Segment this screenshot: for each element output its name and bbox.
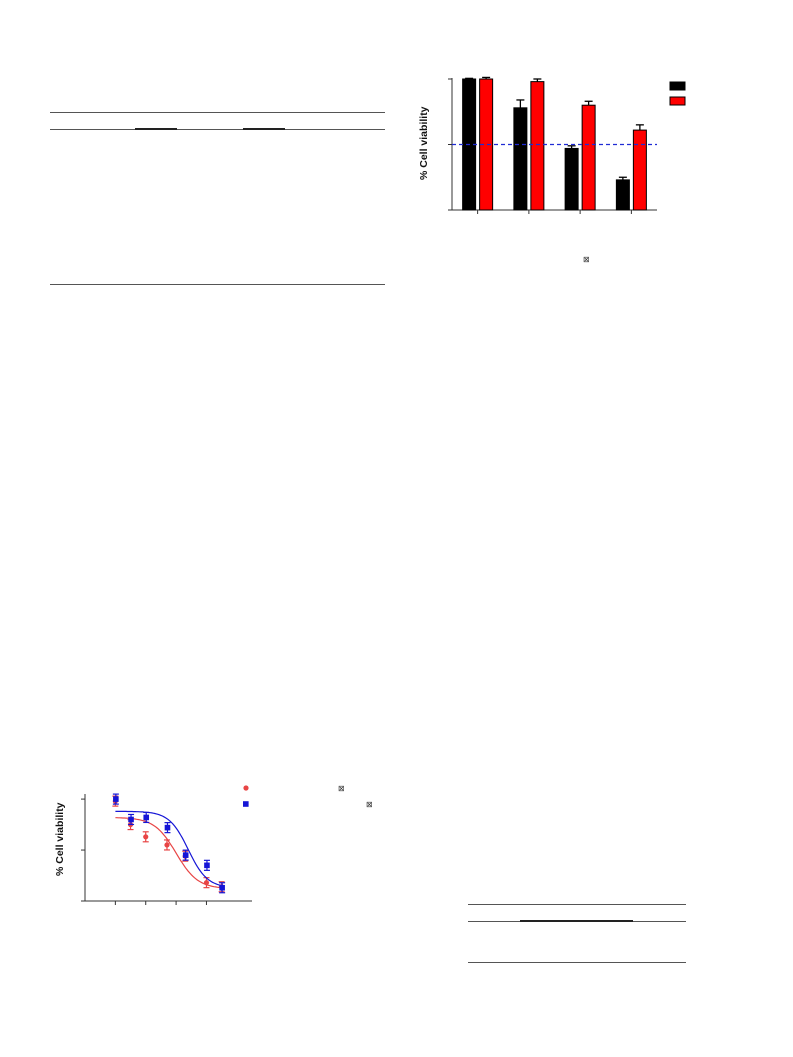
- dose-point: [203, 880, 210, 886]
- dose-point: [219, 884, 225, 891]
- table-bottom-column-span: [520, 920, 633, 922]
- bar: [513, 107, 528, 211]
- dose-point: [164, 824, 171, 831]
- dose-point: [164, 842, 170, 848]
- bar-chart: % Cell viability ⊠: [418, 76, 686, 264]
- dose-point: [128, 816, 134, 823]
- bar-chart-footnote-glyph: ⊠: [583, 255, 590, 264]
- bar-chart-legend-swatch: [669, 81, 686, 91]
- dose-chart-ylabel: % Cell viability: [54, 802, 66, 876]
- dose-legend-glyph: ⊠: [366, 800, 373, 809]
- table-top-column-span: [135, 128, 177, 130]
- dose-legend-glyph: ⊠: [338, 784, 345, 793]
- bar: [632, 129, 647, 211]
- bar-chart-ylabel: % Cell viability: [418, 106, 430, 180]
- table-top-bottom-rule: [50, 284, 385, 285]
- dose-point: [204, 862, 210, 869]
- dose-point: [143, 834, 149, 840]
- bar: [581, 104, 596, 211]
- dose-response-chart: % Cell viability ⊠ ⊠: [54, 784, 373, 905]
- table-top-header-rule: [50, 129, 385, 130]
- dose-fit-curve: [115, 810, 224, 887]
- table-top-rule: [50, 112, 385, 113]
- bar-chart-legend-swatch: [669, 96, 686, 106]
- bar: [530, 81, 545, 211]
- bar: [479, 78, 494, 211]
- dose-point: [143, 814, 150, 821]
- dose-point: [182, 852, 189, 858]
- dose-point: [113, 796, 119, 802]
- dose-legend-marker: [243, 801, 249, 807]
- bar: [564, 147, 579, 211]
- dose-legend-marker: [243, 785, 249, 791]
- bar: [615, 179, 630, 211]
- table-bottom-rule: [468, 904, 686, 905]
- table-bottom-bottom-rule: [468, 962, 686, 963]
- table-top-column-span: [243, 128, 285, 130]
